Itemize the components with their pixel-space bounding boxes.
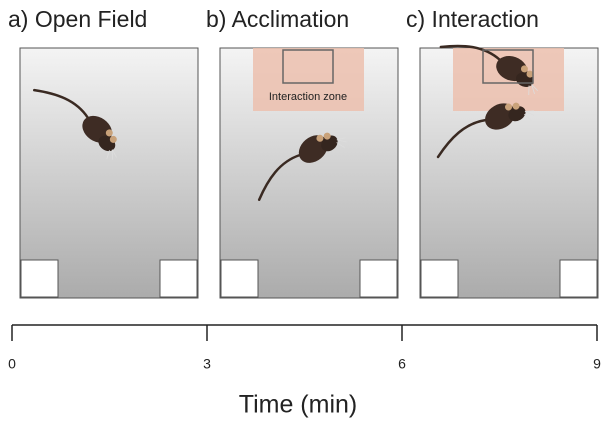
corner: [221, 260, 258, 297]
zone-label: Interaction zone: [269, 91, 347, 103]
tick-label: 3: [203, 356, 211, 372]
corner: [21, 260, 58, 297]
corner: [421, 260, 458, 297]
panel-label: b) Acclimation: [206, 6, 349, 32]
axis-label: Time (min): [239, 391, 358, 419]
panel-a: a) Open Field: [8, 6, 198, 298]
tick-label: 0: [8, 356, 16, 372]
page: a) Open Field b) Acclimation Interaction…: [0, 0, 601, 423]
panel-b: b) Acclimation Interaction zone: [206, 6, 398, 298]
figure: a) Open Field b) Acclimation Interaction…: [0, 0, 601, 423]
timeline: Time (min) 0 3 6 9: [8, 325, 601, 419]
corner: [560, 260, 597, 297]
panel-c: c) Interaction: [406, 6, 598, 298]
corner: [360, 260, 397, 297]
tick-label: 6: [398, 356, 406, 372]
corner: [160, 260, 197, 297]
panel-label: a) Open Field: [8, 6, 147, 32]
tick-label: 9: [593, 356, 601, 372]
panel-label: c) Interaction: [406, 6, 539, 32]
